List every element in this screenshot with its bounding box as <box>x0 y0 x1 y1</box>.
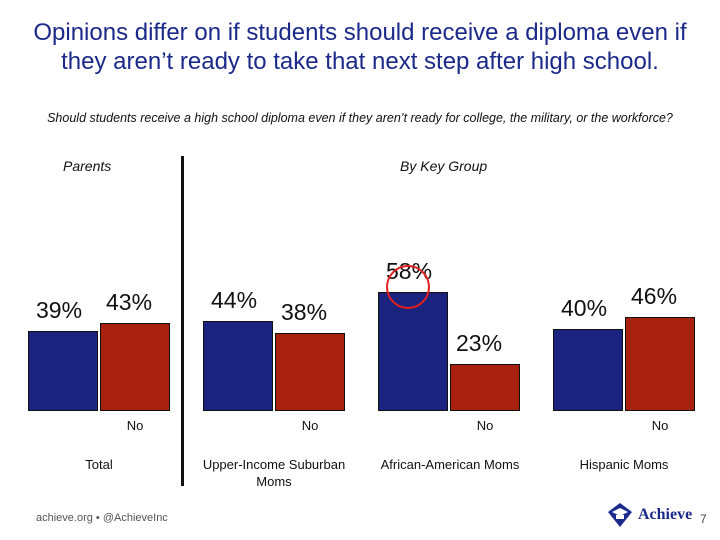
footer-site-handle: achieve.org • @AchieveInc <box>36 512 168 524</box>
category-label: Yes <box>52 418 74 433</box>
bar-no <box>275 333 345 411</box>
data-label: 23% <box>456 329 503 356</box>
bar-no <box>450 363 520 411</box>
bar-no <box>100 322 170 411</box>
achieve-logo: Achieve <box>605 500 692 530</box>
bar-no <box>625 316 695 411</box>
survey-question: Should students receive a high school di… <box>47 111 673 125</box>
page-number: 7 <box>700 512 707 526</box>
page-title: Opinions differ on if students should re… <box>33 19 687 75</box>
data-label: 39% <box>36 297 83 324</box>
group-label: African-American Moms <box>380 457 520 472</box>
category-label: No <box>476 418 494 433</box>
group-label: Hispanic Moms <box>579 457 669 472</box>
graduation-cap-icon <box>608 503 632 527</box>
bar-yes <box>378 292 448 411</box>
highlight-circle <box>386 265 430 309</box>
category-label: Yes <box>227 418 249 433</box>
bar-yes <box>203 320 273 411</box>
section-label-key-group: By Key Group <box>400 158 488 174</box>
data-label: 43% <box>106 288 153 315</box>
category-label: No <box>651 418 669 433</box>
category-label: No <box>301 418 319 433</box>
data-label: 38% <box>281 299 328 326</box>
data-label: 46% <box>631 282 678 309</box>
bar-yes <box>28 331 98 411</box>
logo-text: Achieve <box>638 506 693 523</box>
category-label: No <box>126 418 144 433</box>
section-label-parents: Parents <box>63 158 112 174</box>
bar-yes <box>553 329 623 411</box>
category-label: Yes <box>402 418 424 433</box>
data-label: 44% <box>211 286 258 313</box>
group-label: Upper-Income Suburban Moms <box>202 457 346 489</box>
section-divider <box>181 156 184 486</box>
group-label: Total <box>85 457 113 472</box>
data-label: 40% <box>561 295 608 321</box>
category-label: Yes <box>577 418 599 433</box>
